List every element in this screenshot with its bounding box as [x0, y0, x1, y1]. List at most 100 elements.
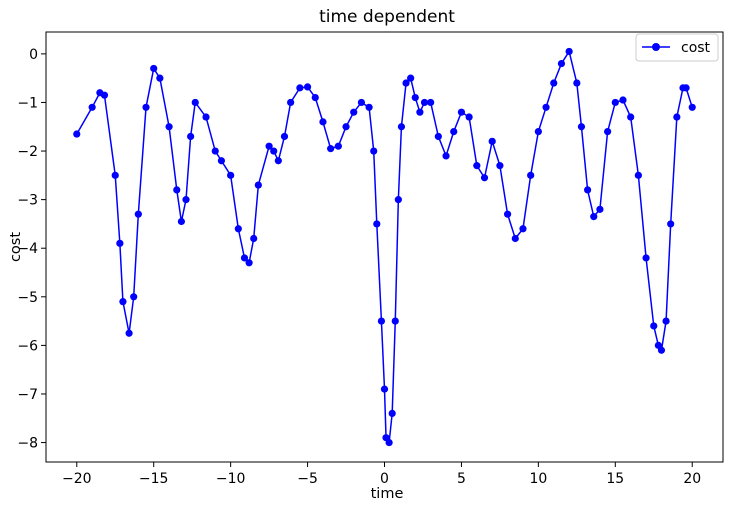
- data-point: [265, 142, 273, 150]
- data-point: [116, 239, 124, 247]
- data-point: [177, 217, 185, 226]
- data-point: [688, 103, 696, 111]
- data-point: [420, 98, 429, 107]
- data-point: [125, 329, 133, 337]
- data-point: [150, 64, 158, 73]
- data-point: [682, 84, 690, 92]
- data-point: [111, 171, 119, 179]
- data-point: [642, 254, 650, 262]
- data-point: [596, 205, 604, 213]
- data-point: [611, 98, 619, 107]
- data-point: [342, 123, 350, 131]
- data-point: [334, 142, 342, 150]
- data-point: [134, 210, 142, 218]
- data-point: [457, 108, 466, 116]
- chart-title: time dependent: [319, 7, 455, 27]
- data-point: [311, 93, 319, 102]
- legend: cost: [635, 33, 719, 62]
- x-tick-label: 0: [380, 471, 389, 487]
- y-axis-label: cost: [8, 232, 24, 262]
- y-tick-label: −5: [17, 290, 38, 306]
- data-point: [511, 234, 519, 243]
- data-point: [142, 103, 150, 111]
- data-point: [534, 128, 542, 136]
- data-point: [280, 132, 289, 141]
- data-point: [391, 317, 399, 325]
- data-point: [565, 47, 573, 56]
- data-point: [385, 438, 393, 447]
- y-tick-label: −6: [17, 338, 38, 354]
- data-point: [73, 130, 81, 138]
- y-tick-label: −3: [17, 193, 38, 209]
- data-point: [650, 322, 658, 330]
- data-point: [450, 128, 458, 136]
- data-point: [542, 103, 550, 111]
- data-point: [373, 220, 381, 228]
- x-axis: −20 −15 −10 −5 0 5 10 15 20: [62, 462, 701, 487]
- data-point: [240, 254, 249, 262]
- data-point: [465, 113, 473, 121]
- legend-box: [635, 33, 719, 62]
- data-point: [202, 113, 210, 121]
- y-tick-label: −1: [17, 95, 38, 111]
- data-point: [274, 157, 282, 165]
- data-point: [287, 98, 295, 107]
- x-tick-label: −15: [139, 471, 169, 487]
- data-point: [496, 162, 504, 170]
- data-point: [434, 132, 442, 141]
- data-point: [590, 213, 598, 221]
- data-point: [394, 196, 402, 204]
- legend-marker: [652, 43, 660, 51]
- data-point: [191, 98, 199, 107]
- data-point: [667, 220, 675, 228]
- data-point: [557, 59, 566, 68]
- data-point: [416, 108, 424, 116]
- data-point: [519, 225, 527, 233]
- data-point: [577, 123, 586, 131]
- x-axis-label: time: [371, 486, 404, 502]
- data-point: [365, 103, 373, 111]
- y-tick-label: −2: [17, 144, 38, 160]
- data-point: [573, 79, 581, 87]
- data-point: [604, 128, 612, 136]
- x-tick-label: −5: [297, 471, 318, 487]
- data-point: [296, 84, 304, 92]
- data-point: [488, 137, 496, 145]
- y-tick-label: −4: [17, 241, 38, 257]
- data-point: [442, 152, 450, 160]
- data-point: [619, 96, 627, 104]
- data-point: [407, 74, 415, 82]
- data-point: [130, 293, 138, 301]
- data-point: [388, 409, 396, 418]
- data-point: [270, 147, 278, 155]
- data-point: [250, 234, 258, 243]
- data-point: [473, 162, 481, 170]
- data-point: [165, 123, 173, 131]
- data-point: [673, 113, 681, 121]
- data-point: [217, 157, 226, 165]
- data-point: [319, 118, 327, 126]
- x-tick-label: −10: [216, 471, 246, 487]
- x-tick-label: 20: [683, 471, 701, 487]
- data-point: [377, 317, 386, 325]
- data-point: [350, 108, 358, 116]
- x-tick-label: 15: [606, 471, 624, 487]
- data-point: [503, 210, 512, 218]
- data-point: [627, 113, 635, 121]
- data-point: [480, 174, 489, 182]
- data-point: [327, 145, 335, 153]
- data-point: [657, 346, 666, 354]
- x-tick-label: 5: [457, 471, 466, 487]
- data-point: [245, 259, 253, 267]
- data-point: [100, 91, 109, 99]
- data-point: [380, 385, 389, 393]
- data-point: [402, 79, 410, 87]
- data-point: [182, 196, 190, 204]
- legend-entry-cost: cost: [681, 40, 711, 56]
- data-point: [527, 171, 535, 179]
- series-line-cost: [76, 50, 693, 444]
- data-point: [156, 74, 164, 82]
- data-point: [427, 98, 435, 107]
- data-point: [119, 298, 127, 306]
